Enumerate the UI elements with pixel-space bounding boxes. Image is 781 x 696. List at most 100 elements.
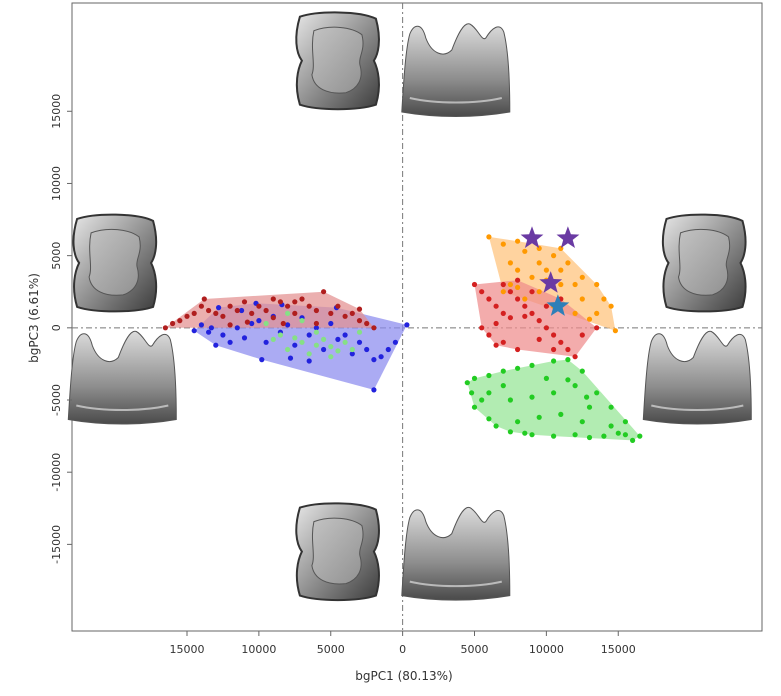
data-point (335, 348, 341, 354)
data-point (572, 432, 578, 438)
data-point (608, 303, 614, 309)
y-tick-label: -10000 (50, 453, 63, 492)
data-point (529, 274, 535, 280)
data-point (469, 390, 475, 396)
data-point (486, 416, 492, 422)
data-point (558, 267, 564, 273)
tooth-lateral-outline (67, 330, 177, 425)
data-point (551, 332, 557, 338)
data-point (356, 318, 363, 324)
data-point (285, 346, 291, 353)
data-point (522, 248, 528, 254)
data-point (500, 289, 506, 295)
data-point (493, 423, 499, 429)
data-point (371, 387, 377, 393)
data-point (515, 296, 521, 302)
data-point (558, 281, 564, 288)
tooth-highlight (409, 580, 503, 588)
data-point (630, 437, 636, 443)
data-point (191, 310, 197, 316)
y-axis-ticks: -15000 -10000 -5000 0 5000 10000 15000 (50, 94, 72, 564)
tooth-left-lateral (67, 330, 177, 425)
data-point (259, 357, 265, 363)
data-point (206, 307, 212, 314)
data-point (306, 351, 312, 357)
y-axis-label: bgPC3 (6.61%) (27, 273, 41, 363)
data-point (198, 303, 204, 309)
data-point (471, 404, 478, 410)
tooth-occlusal-basin (677, 228, 731, 296)
data-point (565, 377, 571, 383)
data-point (285, 322, 291, 328)
data-point (507, 289, 513, 295)
y-tick-label: 5000 (50, 242, 63, 270)
data-point (285, 310, 291, 316)
tooth-top-occlusal (295, 11, 380, 111)
tooth-bottom-occlusal (295, 502, 380, 602)
tooth-occlusal-basin (311, 26, 364, 94)
data-point (313, 325, 319, 331)
star-marker (539, 271, 563, 293)
data-point (594, 310, 600, 316)
y-tick-label: 10000 (50, 166, 63, 201)
data-point (234, 307, 240, 314)
data-point (551, 253, 557, 259)
tooth-top-lateral (401, 23, 511, 117)
data-point (162, 325, 168, 331)
data-point (364, 346, 370, 353)
data-point (529, 310, 535, 316)
data-point (637, 433, 643, 439)
data-point (335, 303, 341, 309)
data-point (522, 313, 528, 319)
data-point (500, 383, 506, 389)
data-point (515, 277, 521, 283)
data-point (572, 383, 578, 389)
star-marker (520, 226, 544, 248)
y-tick-label: -5000 (50, 384, 63, 416)
data-point (227, 303, 233, 309)
data-point (256, 318, 262, 324)
hull-1 (474, 280, 597, 357)
data-point (529, 394, 535, 400)
data-point (594, 390, 600, 396)
star-marker (546, 294, 570, 316)
data-point (364, 320, 370, 327)
data-point (486, 296, 492, 302)
data-point (342, 339, 348, 345)
data-point (177, 318, 183, 324)
data-point (244, 319, 250, 325)
data-point (586, 316, 593, 322)
data-point (371, 325, 377, 331)
data-point (486, 332, 492, 338)
data-point (572, 281, 578, 288)
data-point (208, 325, 214, 331)
data-point (213, 310, 219, 316)
data-point (536, 289, 542, 295)
tooth-renderings (67, 11, 752, 602)
data-point (299, 296, 305, 302)
data-point (500, 310, 506, 316)
data-point (543, 375, 550, 381)
data-point (270, 336, 276, 342)
data-point (306, 303, 312, 309)
data-point (227, 339, 233, 345)
data-point (543, 267, 550, 273)
hull-2 (467, 359, 640, 441)
data-point (479, 397, 485, 403)
data-point (239, 307, 245, 314)
data-point (306, 332, 312, 338)
data-point (263, 307, 269, 314)
data-point (349, 310, 355, 316)
data-point (220, 332, 226, 338)
x-tick-label: 5000 (317, 643, 345, 656)
data-point (479, 289, 485, 295)
data-point (220, 313, 226, 319)
data-point (356, 306, 363, 312)
data-point (313, 320, 319, 327)
data-point (404, 322, 410, 328)
tooth-lateral-outline (642, 330, 752, 425)
data-point (292, 342, 298, 348)
data-point (529, 362, 535, 368)
